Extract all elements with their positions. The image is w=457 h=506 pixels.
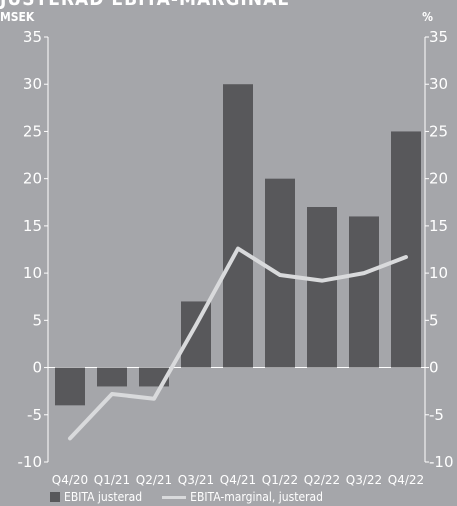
left-tick-label: 30 [23,75,42,93]
right-axis-unit: % [422,10,433,24]
x-tick-label: Q1/21 [94,473,130,487]
x-tick-label: Q2/21 [136,473,172,487]
legend: EBITA justerad EBITA-marginal, justerad [50,490,323,504]
right-tick-label: 10 [429,264,448,282]
left-tick-label: 35 [23,28,42,46]
bar [55,367,85,406]
right-tick-label: 0 [429,359,439,377]
x-tick-label: Q4/21 [220,473,256,487]
legend-line-label: EBITA-marginal, justerad [190,490,324,504]
left-tick-label: -5 [27,406,42,424]
bar [349,216,379,368]
legend-bar-swatch [50,492,60,502]
right-tick-label: 20 [429,170,448,188]
x-tick-label: Q1/22 [262,473,298,487]
x-tick-label: Q3/21 [178,473,214,487]
left-tick-label: 5 [32,311,42,329]
right-tick-label: 25 [429,122,448,140]
x-tick-label: Q3/22 [346,473,382,487]
left-tick-label: -10 [18,453,43,471]
bar [391,131,421,368]
left-tick-label: 20 [23,170,42,188]
right-tick-label: 30 [429,75,448,93]
left-tick-label: 10 [23,264,42,282]
legend-bar-label: EBITA justerad [64,490,143,504]
bar [307,207,337,368]
right-tick-label: -5 [429,406,444,424]
left-axis-unit: MSEK [0,10,35,24]
left-tick-label: 15 [23,217,42,235]
bar [181,301,211,368]
right-tick-label: -10 [429,453,454,471]
bar [97,367,127,387]
legend-line-swatch [162,495,187,499]
x-tick-label: Q2/22 [304,473,340,487]
x-tick-label: Q4/22 [388,473,424,487]
right-tick-label: 35 [429,28,448,46]
right-tick-label: 5 [429,311,439,329]
bar [223,84,253,368]
right-tick-label: 15 [429,217,448,235]
left-tick-label: 25 [23,122,42,140]
left-tick-label: 0 [32,359,42,377]
x-tick-label: Q4/20 [52,473,88,487]
chart-title: JUSTERAD EBITA-MARGINAL [0,0,289,10]
